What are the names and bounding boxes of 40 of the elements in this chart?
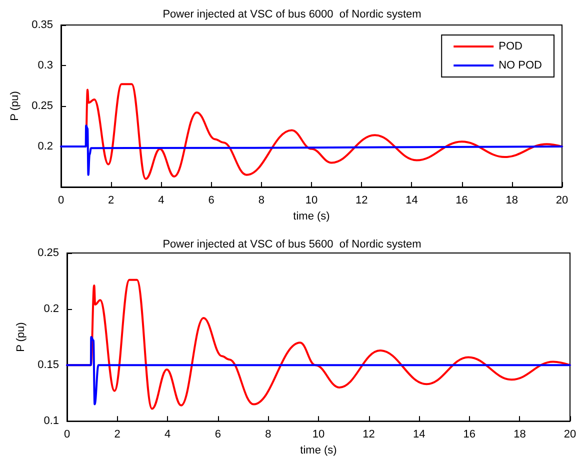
x-tick-label: 2: [114, 428, 120, 441]
x-tick-label: 0: [64, 428, 70, 441]
x-tick-label: 16: [456, 194, 468, 206]
chart-title: Power injected at VSC of bus 5600 of Nordic system: [162, 238, 422, 250]
x-tick-label: 20: [556, 194, 568, 206]
x-tick-label: 10: [312, 428, 325, 441]
x-tick-label: 8: [265, 428, 272, 441]
x-tick-label: 6: [214, 428, 221, 441]
x-tick-label: 16: [463, 428, 476, 441]
y-tick-label: 0.35: [32, 19, 53, 31]
x-tick-label: 2: [108, 194, 114, 206]
legend-label: NO POD: [498, 60, 542, 72]
y-axis-title: P (pu): [9, 91, 22, 121]
y-tick-label: 0.2: [38, 140, 53, 152]
x-tick-label: 12: [362, 428, 375, 441]
y-tick-label: 0.2: [44, 303, 59, 316]
x-tick-label: 10: [305, 194, 318, 206]
x-tick-label: 6: [208, 194, 214, 206]
x-tick-label: 18: [514, 428, 526, 441]
x-tick-label: 0: [58, 194, 64, 206]
y-tick-label: 0.1: [44, 415, 59, 428]
x-tick-label: 4: [158, 194, 164, 206]
chart-title: Power injected at VSC of bus 6000 of Nordic system: [162, 8, 422, 20]
y-tick-label: 0.25: [38, 247, 59, 259]
line-series: [66, 336, 571, 406]
y-axis-title: P (pu): [15, 322, 28, 352]
x-tick-label: 18: [506, 194, 518, 206]
x-tick-label: 8: [258, 194, 264, 206]
legend-label: POD: [498, 40, 522, 52]
y-tick-label: 0.3: [38, 60, 53, 72]
line-series: [60, 124, 563, 176]
x-tick-label: 14: [412, 428, 426, 441]
x-tick-label: 14: [406, 194, 418, 206]
x-tick-label: 4: [164, 428, 171, 441]
y-tick-label: 0.25: [32, 100, 53, 112]
x-axis-title: time (s): [300, 444, 337, 456]
x-axis-title: time (s): [293, 210, 330, 222]
x-tick-label: 12: [355, 194, 368, 206]
x-tick-label: 20: [564, 428, 576, 441]
y-tick-label: 0.15: [38, 359, 59, 372]
